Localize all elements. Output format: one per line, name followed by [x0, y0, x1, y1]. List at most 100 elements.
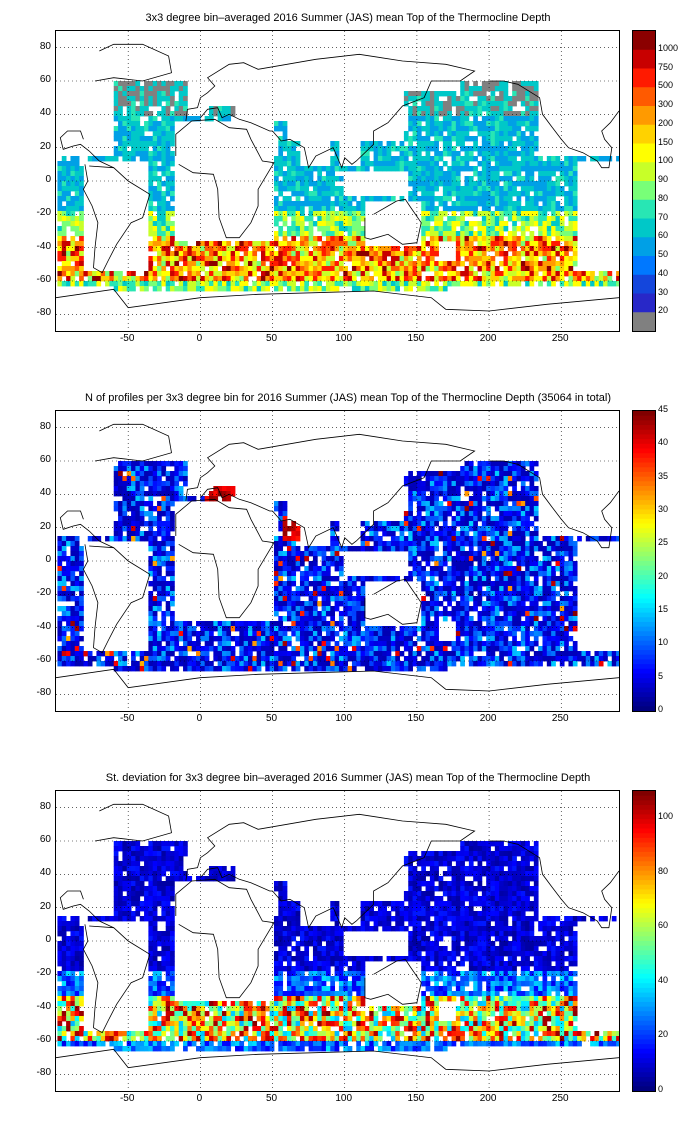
heatmap-cell: [442, 481, 448, 487]
heatmap-cell: [421, 221, 426, 227]
heatmap-cell: [135, 536, 141, 542]
heatmap-cell: [568, 226, 574, 232]
heatmap-cell: [360, 211, 366, 217]
heatmap-cell: [321, 216, 327, 222]
heatmap-cell: [325, 566, 331, 572]
heatmap-cell: [273, 611, 279, 617]
heatmap-cell: [74, 641, 80, 647]
heatmap-cell: [252, 251, 258, 257]
heatmap-cell: [308, 546, 314, 552]
heatmap-cell: [161, 171, 167, 177]
heatmap-cell: [325, 556, 331, 562]
heatmap-cell: [516, 556, 522, 562]
heatmap-cell: [468, 276, 474, 282]
heatmap-cell: [429, 141, 435, 147]
heatmap-cell: [243, 256, 249, 262]
heatmap-cell: [148, 111, 154, 117]
heatmap-cell: [490, 171, 496, 177]
heatmap-cell: [464, 156, 470, 162]
heatmap-cell: [438, 101, 444, 107]
heatmap-cell: [533, 126, 539, 132]
heatmap-cell: [131, 471, 136, 477]
heatmap-cell: [429, 471, 435, 477]
heatmap-cell: [152, 136, 158, 142]
heatmap-cell: [490, 101, 496, 107]
heatmap-cell: [473, 221, 478, 227]
heatmap-cell: [486, 461, 491, 467]
heatmap-cell: [477, 616, 483, 622]
heatmap-cell: [564, 581, 569, 587]
heatmap-cell: [546, 581, 552, 587]
heatmap-cell: [334, 161, 340, 167]
heatmap-cell: [334, 191, 340, 197]
heatmap-cell: [516, 496, 522, 502]
heatmap-cell: [494, 196, 500, 202]
heatmap-cell: [542, 641, 548, 647]
heatmap-cell: [455, 131, 461, 137]
heatmap-cell: [546, 181, 552, 187]
heatmap-cell: [425, 486, 431, 492]
heatmap-cell: [581, 281, 587, 287]
heatmap-cell: [499, 126, 504, 132]
heatmap-cell: [455, 481, 461, 487]
heatmap-cell: [252, 261, 258, 267]
heatmap-cell: [520, 181, 526, 187]
heatmap-cell: [390, 626, 396, 632]
heatmap-cell: [66, 251, 71, 257]
heatmap-cell: [304, 226, 310, 232]
heatmap-cell: [455, 171, 461, 177]
heatmap-cell: [468, 461, 474, 467]
heatmap-cell: [507, 156, 513, 162]
heatmap-cell: [425, 121, 431, 127]
heatmap-cell: [503, 501, 509, 507]
heatmap-cell: [369, 576, 374, 582]
heatmap-cell: [226, 246, 232, 252]
heatmap-cell: [395, 631, 400, 637]
heatmap-cell: [438, 561, 444, 567]
heatmap-cell: [499, 96, 504, 102]
heatmap-cell: [213, 626, 219, 632]
heatmap-cell: [499, 146, 504, 152]
heatmap-cell: [382, 641, 387, 647]
heatmap-cell: [421, 101, 426, 107]
heatmap-cell: [126, 106, 132, 112]
heatmap-cell: [546, 611, 552, 617]
heatmap-cell: [464, 101, 470, 107]
heatmap-cell: [152, 101, 158, 107]
heatmap-cell: [343, 201, 348, 207]
heatmap-cell: [516, 266, 522, 272]
heatmap-cell: [572, 251, 578, 257]
heatmap-cell: [555, 621, 561, 627]
heatmap-cell: [451, 96, 457, 102]
heatmap-cell: [525, 181, 530, 187]
heatmap-cell: [416, 516, 422, 522]
heatmap-cell: [481, 546, 487, 552]
heatmap-cell: [538, 241, 543, 247]
heatmap-cell: [551, 621, 556, 627]
heatmap-cell: [144, 111, 149, 117]
heatmap-cell: [416, 471, 422, 477]
heatmap-cell: [278, 166, 284, 172]
heatmap-cell: [460, 211, 465, 217]
heatmap-cell: [386, 576, 392, 582]
heatmap-cell: [429, 556, 435, 562]
heatmap-cell: [308, 266, 314, 272]
heatmap-cell: [161, 81, 167, 87]
heatmap-cell: [148, 96, 154, 102]
heatmap-cell: [425, 211, 431, 217]
heatmap-cell: [317, 226, 323, 232]
heatmap-cell: [61, 211, 67, 217]
heatmap-cell: [152, 276, 158, 282]
heatmap-cell: [533, 511, 539, 517]
heatmap-cell: [165, 246, 171, 252]
heatmap-cell: [209, 271, 214, 277]
heatmap-cell: [507, 516, 513, 522]
heatmap-cell: [551, 166, 556, 172]
heatmap-cell: [494, 236, 500, 242]
heatmap-cell: [74, 161, 80, 167]
heatmap-cell: [161, 111, 167, 117]
heatmap-cell: [390, 166, 396, 172]
heatmap-cell: [157, 101, 162, 107]
heatmap-cell: [170, 576, 175, 582]
heatmap-cell: [178, 286, 184, 292]
